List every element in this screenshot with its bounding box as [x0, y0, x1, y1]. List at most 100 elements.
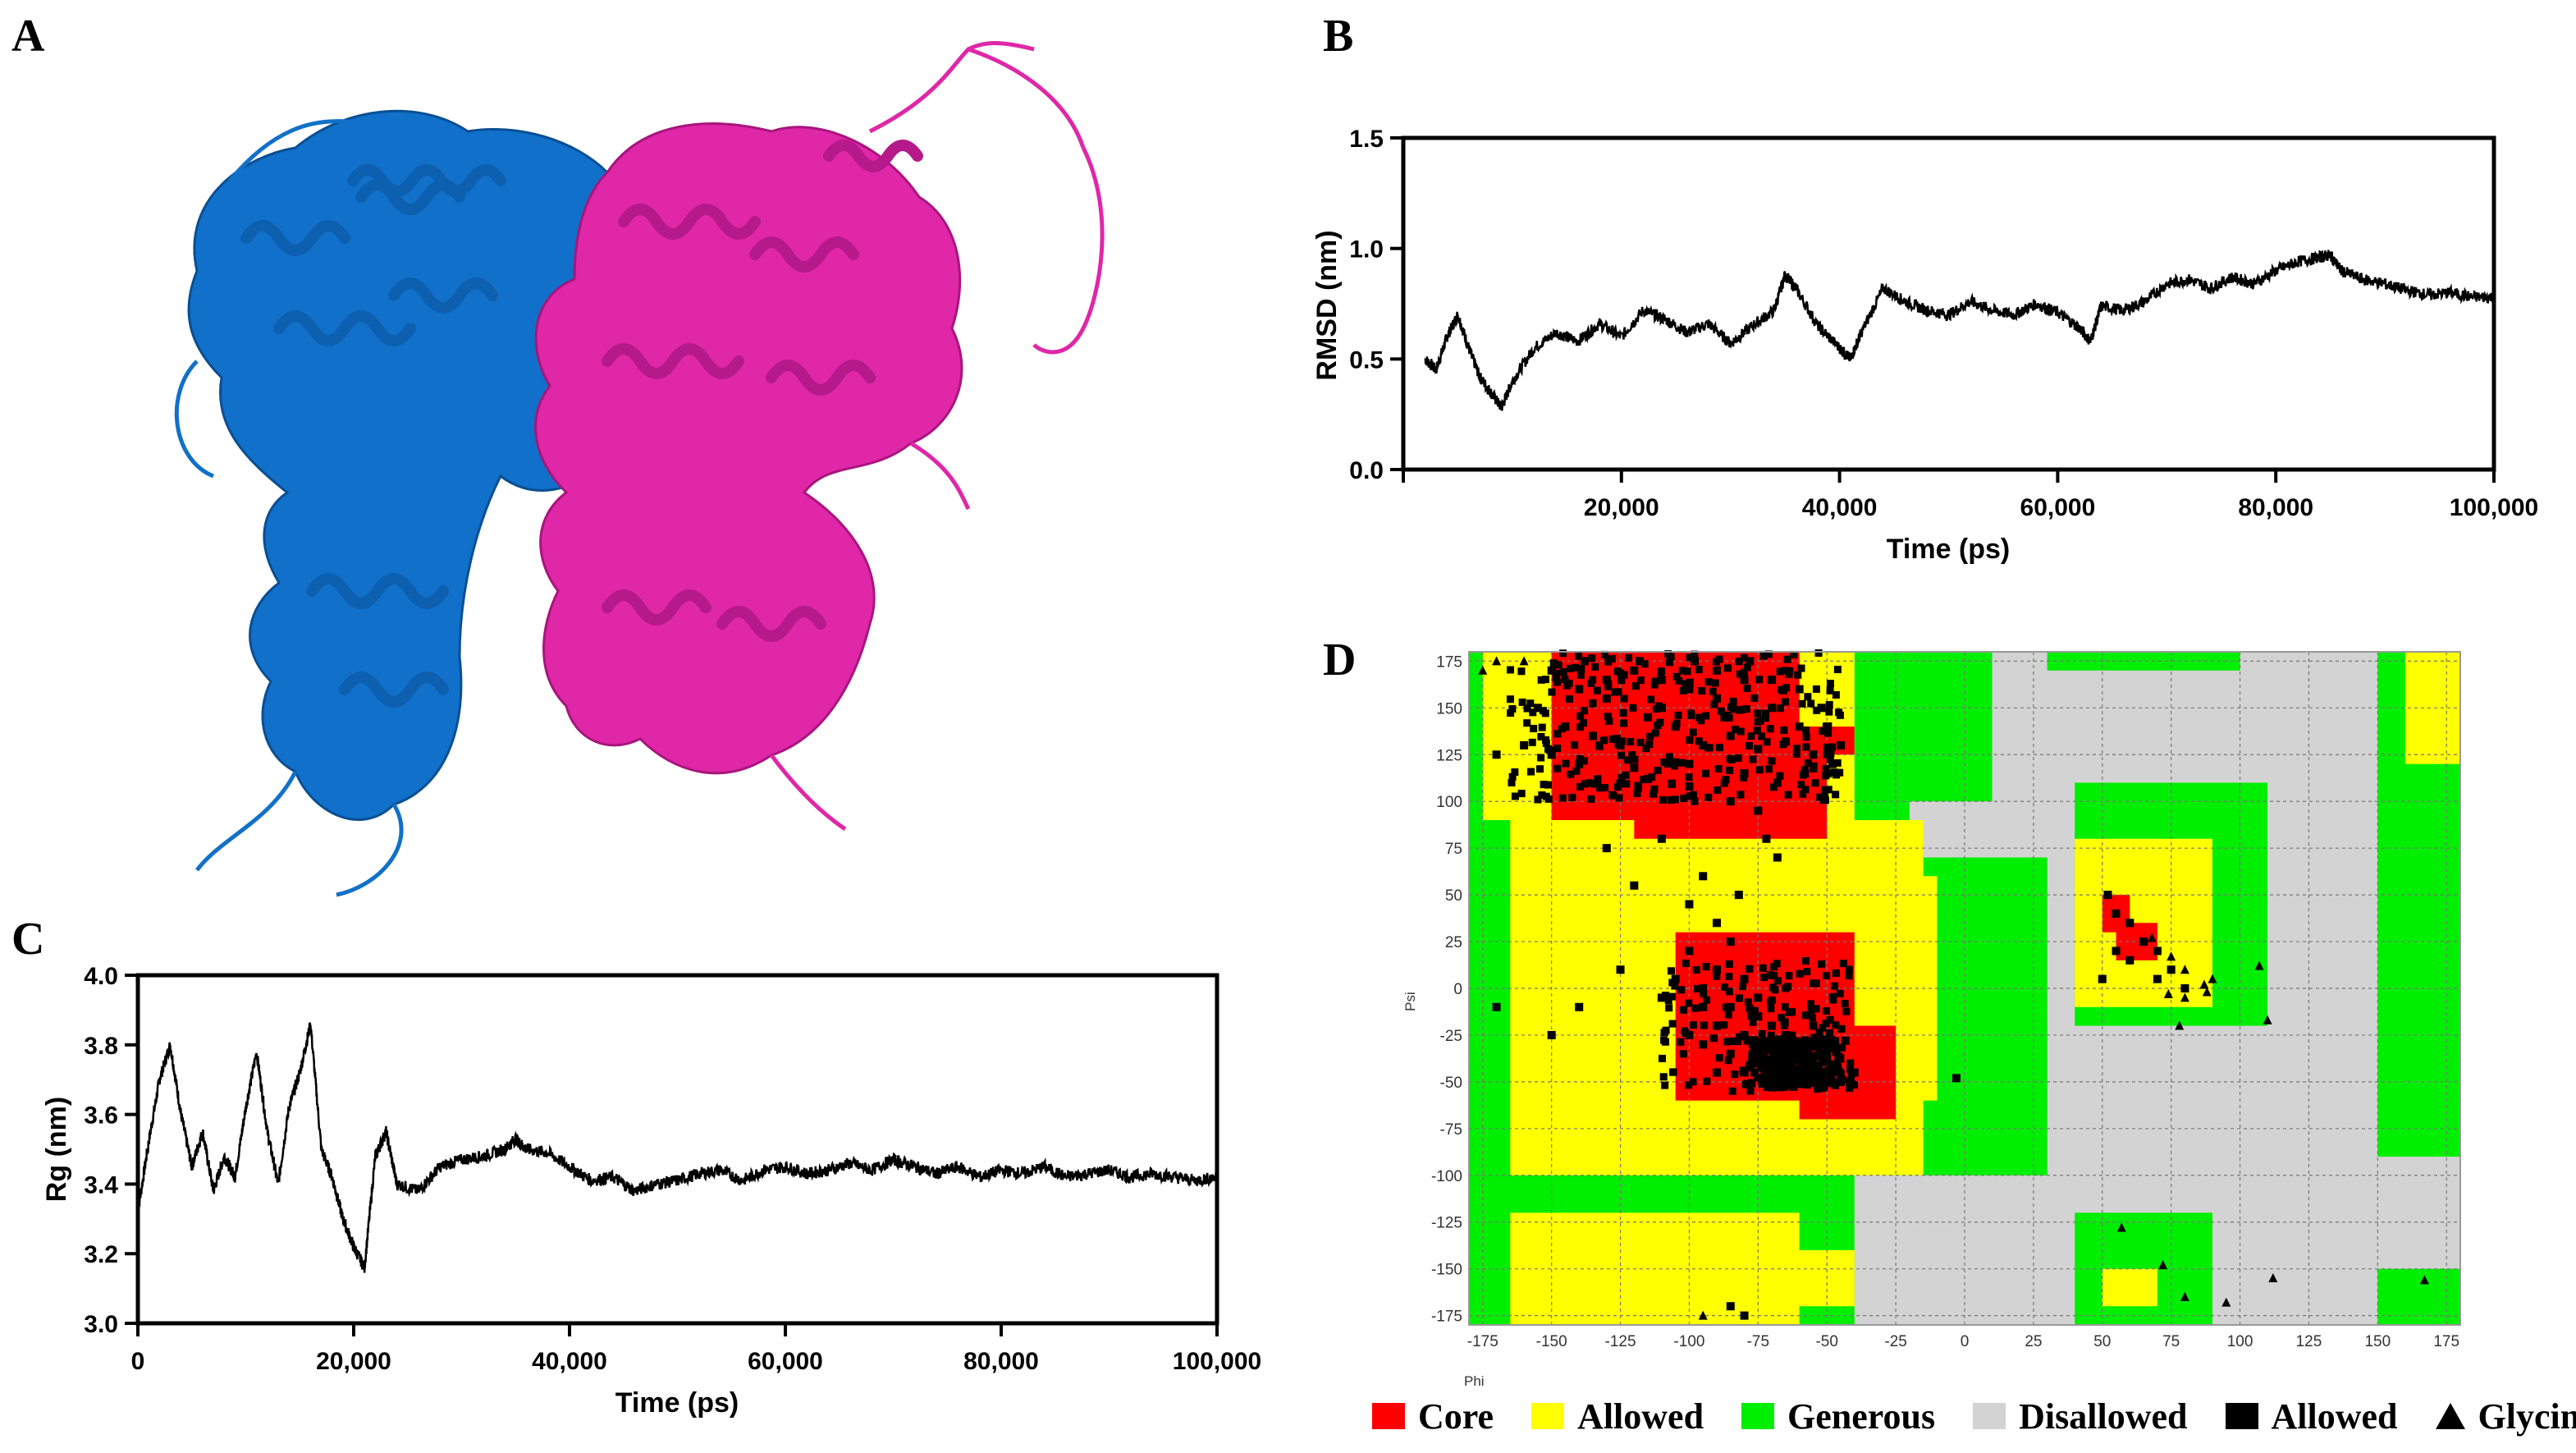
- residue-point: [1823, 729, 1832, 737]
- residue-point: [1636, 657, 1645, 666]
- residue-point: [1743, 1036, 1752, 1045]
- residue-point: [1764, 1037, 1773, 1046]
- rmsd-x-axis-title: Time (ps): [1887, 534, 2011, 565]
- residue-point: [1685, 773, 1693, 782]
- residue-point: [1795, 722, 1804, 731]
- residue-point: [1689, 728, 1697, 736]
- residue-point: [1533, 704, 1542, 713]
- residue-point: [1726, 754, 1734, 763]
- phi-tick-label: -100: [1673, 1333, 1704, 1350]
- glycine-point: [2175, 1020, 2185, 1030]
- residue-point: [2112, 909, 2121, 918]
- phi-tick-label: -125: [1605, 1333, 1636, 1350]
- residue-point: [1746, 965, 1754, 973]
- residue-point: [1506, 695, 1514, 704]
- residue-point: [1780, 726, 1788, 735]
- residue-point: [1553, 678, 1562, 686]
- residue-point: [1819, 1084, 1827, 1093]
- residue-point: [1686, 736, 1694, 744]
- residue-point: [1659, 1073, 1668, 1081]
- residue-point: [1799, 771, 1807, 779]
- phi-tick-label: 150: [2364, 1333, 2391, 1350]
- residue-point: [1783, 655, 1791, 663]
- glycine-point: [2254, 960, 2264, 970]
- residue-point: [1826, 1015, 1834, 1024]
- residue-point: [1832, 691, 1840, 699]
- residue-point: [1832, 791, 1840, 799]
- residue-point: [1826, 686, 1834, 694]
- residue-point: [1786, 1034, 1794, 1042]
- glycine-point: [1492, 656, 1502, 666]
- residue-point: [1593, 686, 1601, 694]
- residue-point: [1713, 972, 1721, 980]
- residue-point: [1845, 972, 1853, 980]
- residue-point: [1774, 977, 1782, 985]
- residue-point: [1715, 1054, 1723, 1062]
- residue-point: [1602, 694, 1611, 703]
- residue-point: [1492, 750, 1501, 759]
- residue-point: [1800, 1036, 1810, 1045]
- region-generous: [1909, 652, 1993, 802]
- residue-point: [1647, 695, 1655, 704]
- residue-point: [1739, 983, 1747, 991]
- residue-point: [1617, 751, 1626, 759]
- residue-point: [1831, 1080, 1840, 1089]
- residue-point: [1674, 711, 1682, 719]
- residue-point: [1520, 740, 1529, 749]
- residue-point: [1544, 795, 1553, 803]
- residue-point: [1773, 778, 1782, 787]
- residue-point: [1652, 705, 1660, 713]
- residue-point: [1792, 749, 1800, 758]
- panel-label-b: B: [1323, 11, 1354, 62]
- residue-point: [1608, 791, 1617, 799]
- residue-point: [1790, 1073, 1798, 1081]
- residue-point: [1757, 1043, 1766, 1052]
- residue-point: [1837, 1024, 1846, 1033]
- residue-point: [1614, 688, 1622, 696]
- rmsd-y-tick-label: 0.5: [1349, 346, 1384, 374]
- residue-point: [1729, 697, 1737, 705]
- residue-point: [1780, 1072, 1789, 1081]
- residue-point: [1697, 717, 1705, 725]
- residue-point: [1691, 797, 1699, 805]
- residue-point: [1740, 773, 1748, 782]
- residue-point: [1722, 776, 1730, 784]
- chain-b-loops: [770, 41, 1105, 832]
- residue-point: [1702, 963, 1710, 971]
- rg-y-tick-label: 4.0: [84, 963, 118, 990]
- residue-point: [1671, 795, 1679, 804]
- residue-point: [1750, 694, 1759, 702]
- residue-point: [2153, 974, 2162, 983]
- residue-point: [1754, 1012, 1763, 1021]
- residue-point: [1762, 709, 1770, 717]
- residue-point: [1726, 1002, 1735, 1011]
- region-allowed: [2404, 652, 2460, 764]
- residue-point: [1770, 971, 1778, 979]
- residue-point: [1651, 677, 1659, 685]
- residue-point: [1819, 1024, 1827, 1032]
- glycine-point: [2147, 933, 2157, 942]
- residue-point: [1831, 982, 1839, 990]
- residue-point: [1740, 653, 1748, 662]
- residue-point: [1827, 749, 1835, 758]
- phi-tick-label: 75: [2162, 1333, 2180, 1350]
- residue-point: [1736, 791, 1745, 799]
- residue-point: [1735, 658, 1743, 666]
- residue-point: [1797, 1041, 1806, 1050]
- residue-point: [1523, 704, 1531, 713]
- residue-point: [1825, 701, 1833, 709]
- residue-point: [1833, 759, 1842, 767]
- residue-point: [1754, 993, 1763, 1002]
- residue-point: [1812, 979, 1820, 988]
- glycine-point: [2180, 992, 2189, 1002]
- residue-point: [1723, 1038, 1732, 1046]
- residue-point: [2166, 965, 2176, 974]
- residue-point: [1591, 662, 1599, 671]
- residue-point: [1576, 723, 1585, 731]
- residue-point: [1736, 994, 1744, 1002]
- residue-point: [1819, 1072, 1827, 1080]
- residue-point: [1822, 723, 1830, 731]
- residue-point: [1713, 919, 1721, 928]
- residue-point: [1782, 698, 1790, 706]
- residue-point: [1506, 666, 1514, 674]
